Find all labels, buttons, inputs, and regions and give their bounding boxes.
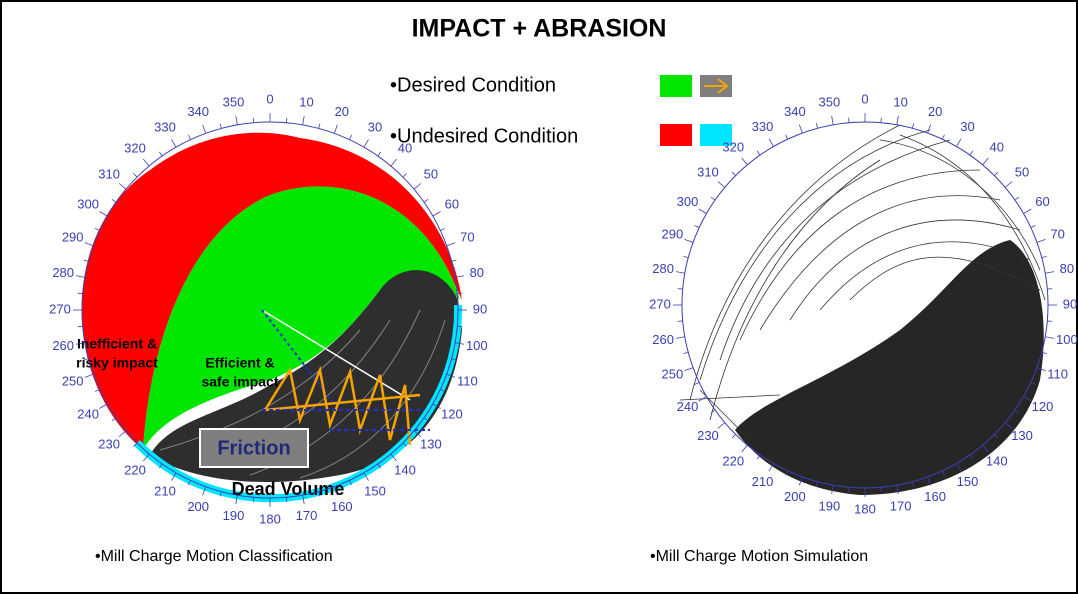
- dial-label: 240: [77, 406, 99, 421]
- dial-label: 280: [652, 261, 674, 276]
- friction-label: Friction: [217, 437, 290, 459]
- swatch-red: [660, 124, 692, 146]
- dial-label: 120: [441, 406, 463, 421]
- dial-label: 160: [331, 499, 353, 514]
- dial-label: 20: [335, 104, 349, 119]
- dial-label: 250: [662, 367, 684, 382]
- dial-label: 80: [470, 265, 484, 280]
- dial-label: 90: [473, 301, 487, 316]
- dial-label: 30: [368, 120, 382, 135]
- dial-label: 180: [854, 501, 876, 516]
- dial-label: 30: [960, 119, 974, 134]
- dial-label: 140: [394, 462, 416, 477]
- dial-label: 300: [677, 194, 699, 209]
- dial-label: 80: [1060, 261, 1074, 276]
- dial-label: 330: [752, 119, 774, 134]
- dial-label: 120: [1032, 399, 1054, 414]
- dial-label: 60: [1035, 194, 1049, 209]
- dial-label: 240: [677, 399, 699, 414]
- dial-label: 110: [1047, 367, 1068, 382]
- dial-label: 140: [986, 453, 1008, 468]
- dial-label: 180: [259, 511, 281, 526]
- dial-label: 220: [124, 462, 146, 477]
- dial-label: 280: [52, 265, 74, 280]
- dial-label: 70: [1050, 226, 1064, 241]
- dial-label: 20: [928, 104, 942, 119]
- dial-label: 150: [957, 474, 979, 489]
- dial-label: 260: [52, 338, 74, 353]
- dial-label: 130: [1011, 428, 1033, 443]
- dial-label: 310: [697, 165, 719, 180]
- dial-label: 190: [223, 508, 245, 523]
- efficient-label-2: safe impact: [201, 374, 278, 390]
- dial-label: 70: [460, 230, 474, 245]
- dial-label: 260: [652, 332, 674, 347]
- dial-label: 270: [49, 301, 71, 316]
- dial-label: 0: [861, 91, 868, 106]
- dial-label: 0: [266, 91, 273, 106]
- dial-label: 40: [398, 141, 412, 156]
- dial-label: 50: [1015, 165, 1029, 180]
- dial-label: 290: [662, 226, 684, 241]
- legend-undesired: •Undesired Condition: [390, 125, 578, 147]
- efficient-label-1: Efficient &: [205, 355, 274, 371]
- dial-label: 130: [420, 436, 442, 451]
- swatch-green: [660, 75, 692, 97]
- caption-right: •Mill Charge Motion Simulation: [650, 548, 868, 565]
- dial-label: 220: [722, 453, 744, 468]
- title: IMPACT + ABRASION: [412, 15, 667, 43]
- slide: IMPACT + ABRASION •Desired Condition •Un…: [0, 0, 1078, 594]
- dial-label: 190: [819, 498, 841, 513]
- dial-label: 110: [457, 373, 478, 388]
- dial-label: 250: [62, 373, 84, 388]
- dial-label: 60: [445, 196, 459, 211]
- dial-label: 340: [187, 104, 209, 119]
- dial-label: 100: [1056, 332, 1078, 347]
- caption-left: •Mill Charge Motion Classification: [95, 548, 333, 565]
- dial-label: 290: [62, 230, 84, 245]
- dial-label: 230: [98, 436, 120, 451]
- dial-label: 200: [187, 499, 209, 514]
- dial-label: 10: [299, 95, 313, 110]
- dial-label: 320: [722, 139, 744, 154]
- dial-label: 350: [223, 95, 245, 110]
- dial-label: 300: [77, 196, 99, 211]
- inefficient-label-1: Inefficient &: [77, 336, 157, 352]
- dial-label: 270: [649, 296, 671, 311]
- dial-label: 330: [154, 120, 176, 135]
- dial-label: 350: [819, 95, 841, 110]
- dial-label: 310: [98, 166, 120, 181]
- legend-desired: •Desired Condition: [390, 74, 556, 96]
- dial-label: 200: [784, 489, 806, 504]
- dial-label: 320: [124, 141, 146, 156]
- dial-label: 90: [1063, 296, 1077, 311]
- dial-label: 170: [296, 508, 318, 523]
- dial-label: 10: [893, 95, 907, 110]
- dial-label: 100: [466, 338, 488, 353]
- dial-label: 230: [697, 428, 719, 443]
- dial-label: 170: [890, 498, 912, 513]
- dial-label: 40: [990, 139, 1004, 154]
- dial-label: 50: [424, 166, 438, 181]
- dial-label: 210: [154, 483, 176, 498]
- dial-label: 150: [364, 483, 386, 498]
- dial-label: 160: [924, 489, 946, 504]
- dial-label: 340: [784, 104, 806, 119]
- dial-label: 210: [752, 474, 774, 489]
